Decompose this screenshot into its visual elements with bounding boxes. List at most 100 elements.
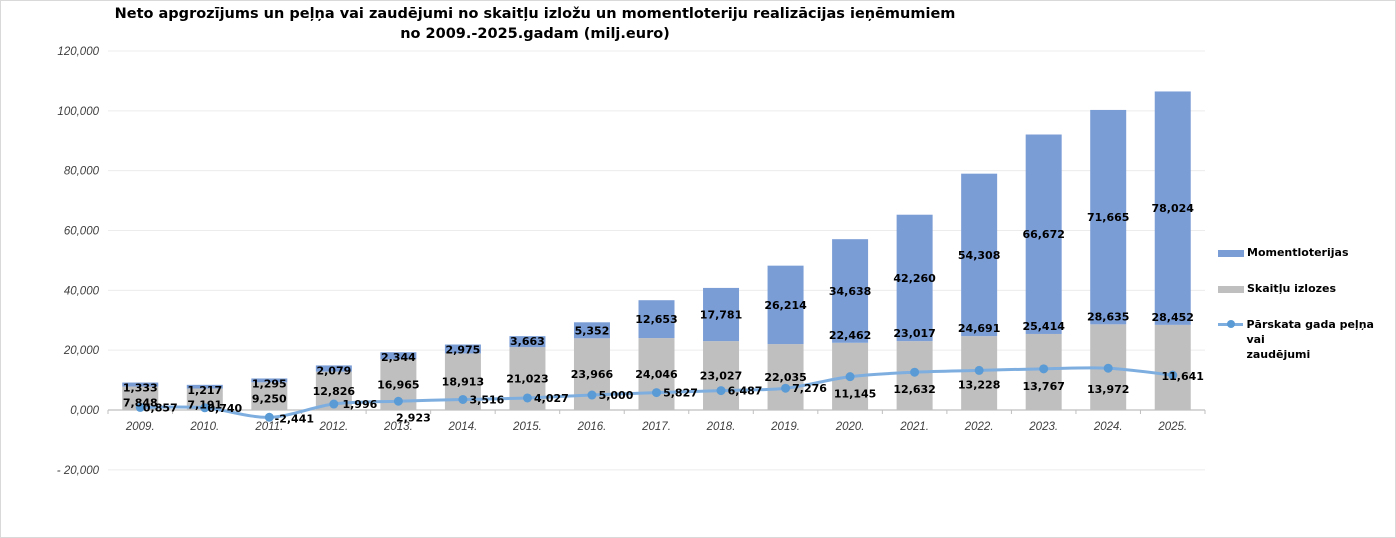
- x-tick-label: 2017.: [641, 421, 671, 433]
- legend-line-marker-icon: [1218, 320, 1244, 328]
- bar-momentloterijas: [896, 214, 933, 342]
- data-label-skaitlu-izlozes: 22,462: [829, 329, 871, 342]
- bar-skaitlu-izlozes: [186, 388, 223, 410]
- data-label-momentloterijas: 2,079: [316, 364, 351, 377]
- data-label-profit: 3,516: [470, 393, 505, 406]
- profit-line-marker: [652, 388, 661, 398]
- profit-line-marker: [781, 383, 791, 393]
- x-tick-label: 2021.: [899, 421, 929, 433]
- profit-line-marker: [1039, 364, 1049, 374]
- data-label-skaitlu-izlozes: 28,452: [1152, 311, 1194, 324]
- bar-momentloterijas: [1025, 134, 1062, 334]
- data-label-momentloterijas: 1,333: [123, 382, 158, 395]
- data-label-skaitlu-izlozes: 23,017: [893, 327, 935, 340]
- x-tick-label: 2009.: [125, 421, 155, 433]
- bar-skaitlu-izlozes: [122, 386, 159, 410]
- data-label-profit: 6,487: [728, 385, 763, 398]
- x-tick-label: 2022.: [964, 421, 994, 433]
- data-label-momentloterijas: 66,672: [1022, 228, 1064, 241]
- bar-skaitlu-izlozes: [1154, 324, 1191, 410]
- bar-momentloterijas: [767, 265, 804, 345]
- data-label-profit: -2,441: [275, 412, 314, 425]
- legend-item-momentloterijas[interactable]: Momentloterijas: [1218, 246, 1349, 259]
- data-label-momentloterijas: 42,260: [893, 272, 936, 285]
- data-label-skaitlu-izlozes: 24,691: [958, 322, 1000, 335]
- legend-item-skaitlu-izlozes[interactable]: Skaitļu izlozes: [1218, 282, 1336, 295]
- bar-momentloterijas: [1154, 91, 1191, 325]
- y-tick-label: 60,000: [64, 226, 100, 238]
- x-tick-label: 2020.: [835, 421, 865, 433]
- data-label-momentloterijas: 1,217: [187, 384, 222, 397]
- x-tick-label: 2015.: [512, 421, 542, 433]
- data-label-momentloterijas: 3,663: [510, 335, 545, 348]
- data-label-profit: 2,923: [396, 411, 431, 424]
- y-tick-label: 100,000: [57, 106, 99, 118]
- y-axis: - 20,000 0,000 20,000 40,000 60,000 80,000 100…: [57, 46, 100, 477]
- data-label-momentloterijas: 17,781: [700, 309, 742, 322]
- data-label-skaitlu-izlozes: 16,965: [377, 379, 419, 392]
- data-label-skaitlu-izlozes: 21,023: [506, 373, 548, 386]
- legend-label-profit-line-1: Pārskata gada peļņa vai: [1246, 318, 1374, 346]
- y-tick-label: - 20,000: [57, 465, 100, 477]
- data-label-skaitlu-izlozes: 9,250: [252, 392, 287, 405]
- data-label-profit: 11,641: [1162, 370, 1204, 383]
- y-tick-label: 80,000: [64, 166, 100, 178]
- bar-momentloterijas: [315, 365, 352, 372]
- data-label-skaitlu-izlozes: 23,966: [571, 368, 614, 381]
- profit-line-marker: [587, 390, 597, 400]
- y-tick-label: 120,000: [57, 46, 99, 58]
- profit-line-marker: [264, 412, 274, 422]
- data-label-skaitlu-izlozes: 12,826: [313, 385, 356, 398]
- data-label-profit: 13,228: [958, 378, 1000, 391]
- x-tick-label: 2013.: [383, 421, 413, 433]
- bar-skaitlu-izlozes: [638, 338, 675, 410]
- bar-skaitlu-izlozes: [251, 382, 288, 410]
- data-label-skaitlu-izlozes: 22,035: [764, 371, 806, 384]
- data-label-profit: 0,857: [143, 401, 178, 414]
- data-label-profit: 7,276: [792, 382, 827, 395]
- data-label-momentloterijas: 12,653: [635, 313, 677, 326]
- data-label-skaitlu-izlozes: 7,191: [187, 398, 222, 411]
- profit-line-marker: [200, 403, 210, 413]
- bars: [122, 91, 1191, 410]
- data-label-profit: 13,767: [1022, 380, 1064, 393]
- y-tick-label: 0,000: [70, 405, 99, 417]
- profit-line: [135, 363, 1178, 422]
- bar-momentloterijas: [1090, 109, 1127, 325]
- profit-line-marker: [845, 372, 855, 382]
- y-tick-label: 20,000: [63, 345, 100, 357]
- data-label-skaitlu-izlozes: 23,027: [700, 370, 742, 383]
- legend-label-skaitlu-izlozes: Skaitļu izlozes: [1247, 282, 1337, 295]
- x-tick-label: 2019.: [770, 421, 800, 433]
- data-label-profit: 11,145: [834, 388, 876, 401]
- profit-line-marker: [974, 365, 984, 375]
- data-label-momentloterijas: 78,024: [1152, 202, 1195, 215]
- data-label-momentloterijas: 2,975: [446, 344, 481, 357]
- legend-label-profit: Pārskata gada peļņa vai zaudējumi: [1246, 317, 1393, 362]
- bar-momentloterijas: [703, 287, 740, 342]
- profit-line-marker: [910, 367, 920, 377]
- profit-line-marker: [458, 394, 468, 404]
- bar-momentloterijas: [186, 384, 223, 389]
- data-label-skaitlu-izlozes: 28,635: [1087, 310, 1129, 323]
- data-label-profit: 0,740: [207, 402, 242, 415]
- legend-item-profit[interactable]: Pārskata gada peļņa vai zaudējumi: [1218, 317, 1393, 362]
- x-tick-label: 2016.: [577, 421, 607, 433]
- x-tick-label: 2014.: [448, 421, 478, 433]
- legend-swatch-skaitlu-izlozes: [1218, 286, 1244, 293]
- chart-title-line-1: Neto apgrozījums un peļņa vai zaudējumi …: [114, 6, 956, 22]
- chart-title: Neto apgrozījums un peļņa vai zaudējumi …: [0, 4, 1070, 44]
- data-label-profit: 1,996: [342, 398, 377, 411]
- bar-skaitlu-izlozes: [767, 344, 804, 410]
- data-label-skaitlu-izlozes: 7,848: [123, 397, 158, 410]
- data-label-momentloterijas: 71,665: [1087, 211, 1129, 224]
- legend-label-profit-line-2: zaudējumi: [1246, 348, 1311, 361]
- data-label-skaitlu-izlozes: 18,913: [442, 376, 484, 389]
- x-axis: 2009. 2010. 2011. 2012. 2013. 2014. 2015. 2016.…: [107, 409, 1206, 433]
- x-tick-label: 2010.: [189, 421, 219, 433]
- chart-title-line-2: no 2009.-2025.gadam (milj.euro): [400, 26, 670, 42]
- profit-line-marker: [393, 396, 403, 406]
- x-tick-label: 2024.: [1093, 421, 1123, 433]
